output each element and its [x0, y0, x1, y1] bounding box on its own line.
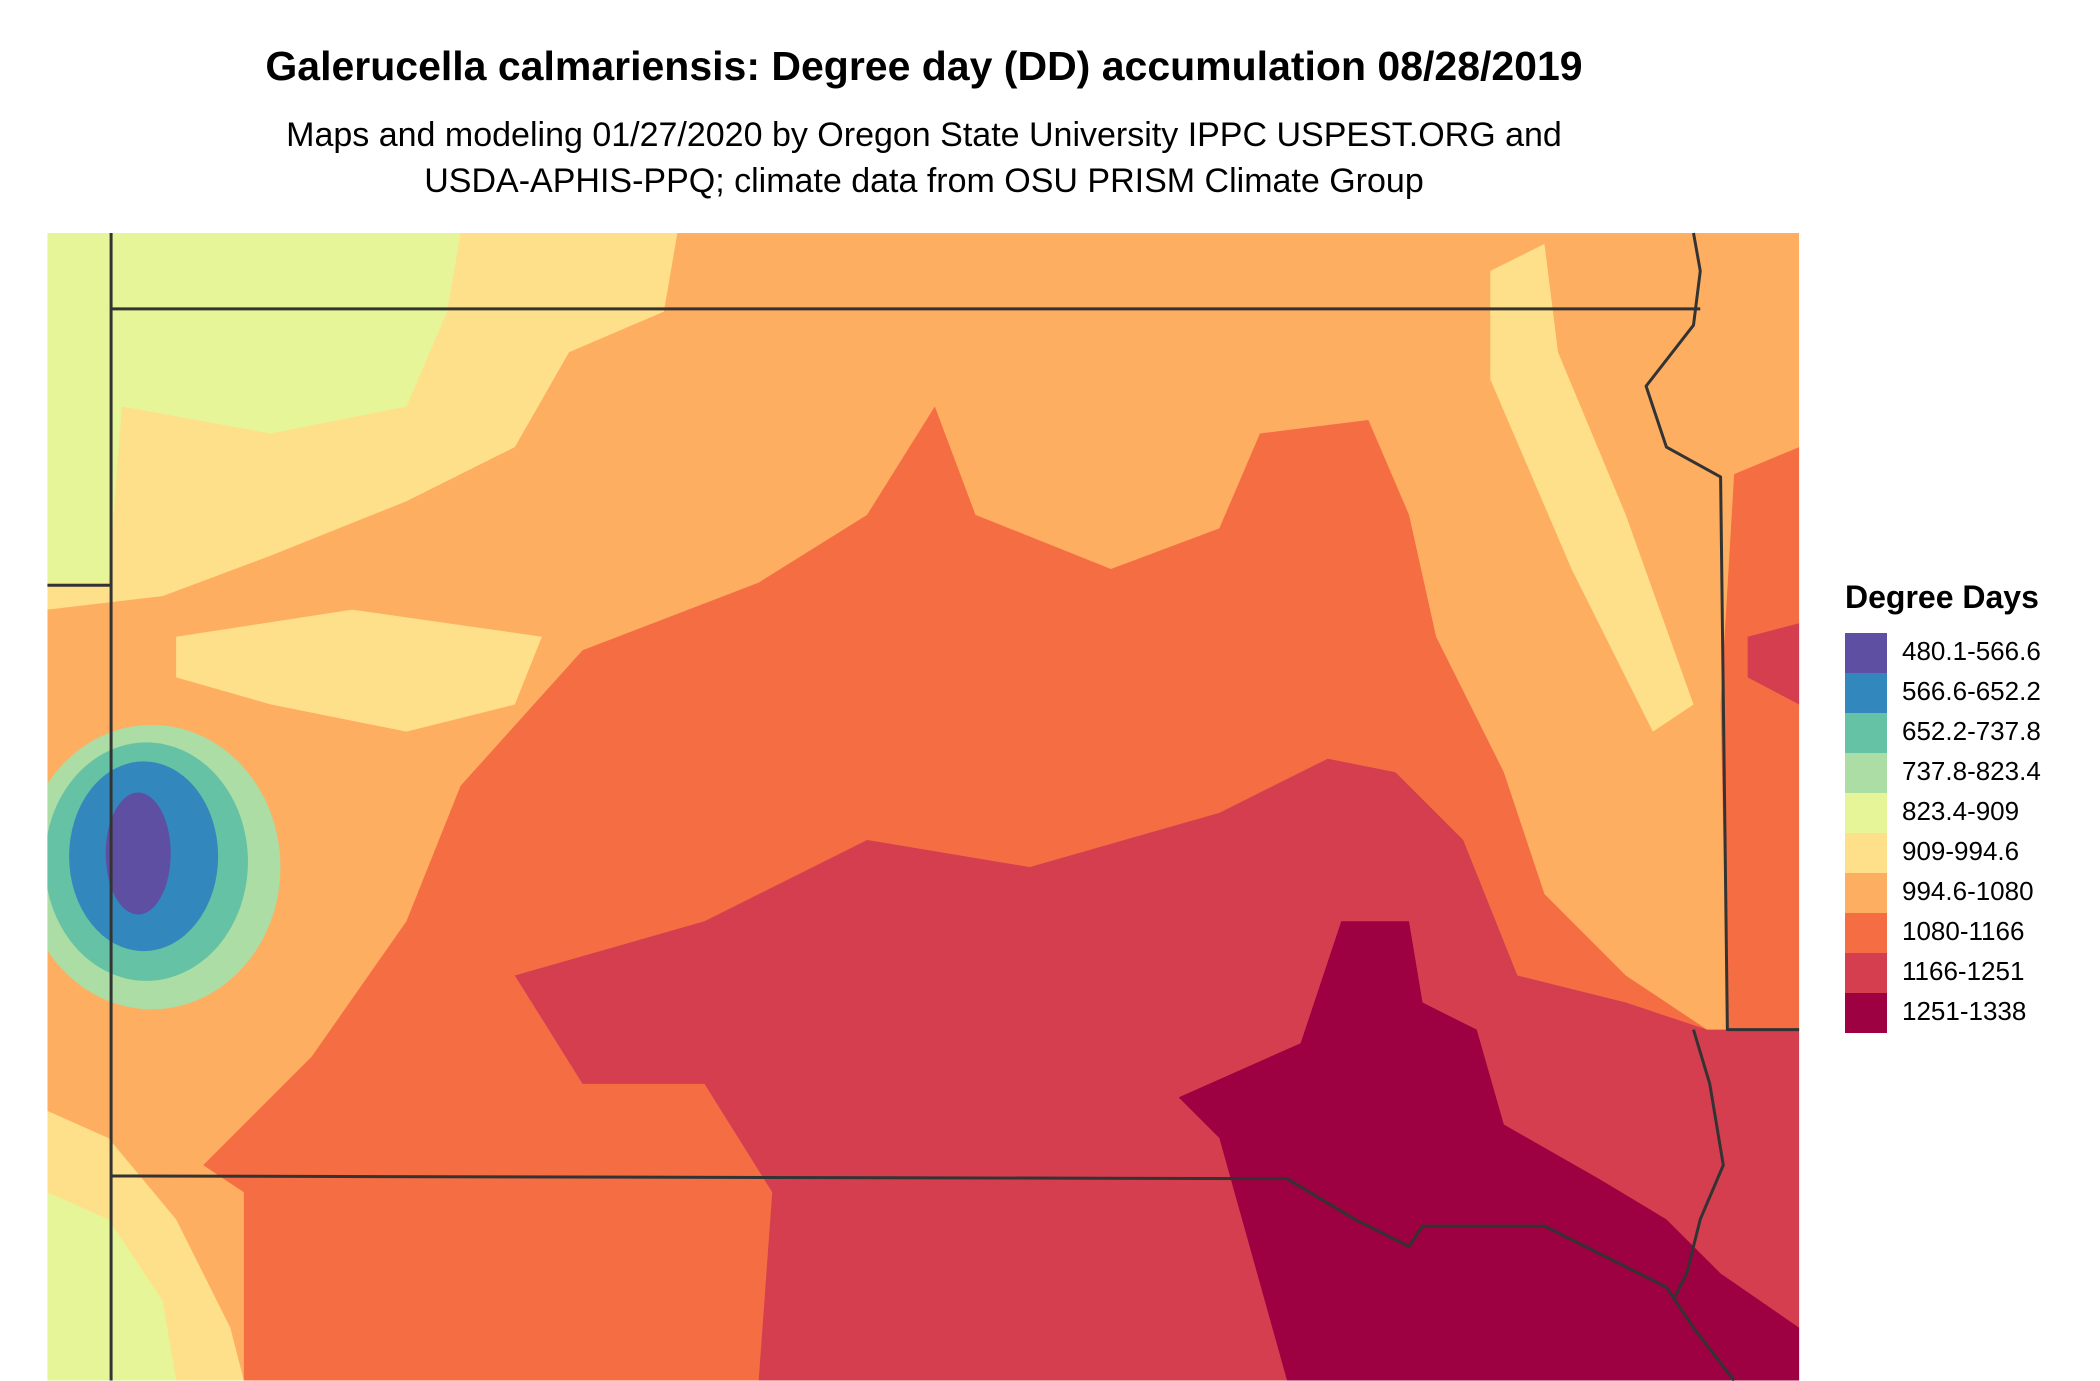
legend-label: 480.1-566.6 [1902, 636, 2041, 666]
state-border [1671, 1029, 1725, 1302]
map-subtitle: USDA-APHIS-PPQ; climate data from OSU PR… [424, 162, 1423, 200]
zone [1490, 243, 1694, 732]
state-border [111, 1174, 1736, 1381]
zone [1720, 447, 1800, 1030]
zone [1747, 623, 1800, 705]
legend-swatch [1845, 993, 1887, 1033]
legend-swatch [1845, 673, 1887, 713]
legend-swatch [1845, 633, 1887, 673]
map [47, 232, 1800, 1381]
legend-swatch [1845, 713, 1887, 753]
legend-label: 1080-1166 [1902, 916, 2024, 946]
legend-label: 566.6-652.2 [1902, 676, 2041, 706]
state-border [1644, 232, 1800, 1032]
legend-label: 652.2-737.8 [1902, 716, 2041, 746]
zone [1178, 921, 1800, 1381]
legend-swatch [1845, 753, 1887, 793]
map-title: Galerucella calmariensis: Degree day (DD… [265, 43, 1582, 89]
legend-label: 1166-1251 [1902, 956, 2024, 986]
legend: 480.1-566.6 566.6-652.2 652.2-737.8 737.8-8… [1845, 633, 2041, 1033]
zone [105, 792, 171, 915]
legend-label: 909-994.6 [1902, 836, 2019, 866]
legend-title: Degree Days [1845, 579, 2039, 615]
legend-label: 1251-1338 [1902, 996, 2026, 1026]
zone [176, 609, 542, 732]
legend-swatch [1845, 833, 1887, 873]
map-raster [47, 233, 1800, 1381]
legend-swatch [1845, 953, 1887, 993]
legend-label: 994.6-1080 [1902, 876, 2034, 906]
legend-swatch [1845, 793, 1887, 833]
zone [47, 233, 461, 583]
map-subtitle: Maps and modeling 01/27/2020 by Oregon S… [286, 116, 1562, 154]
legend-label: 737.8-823.4 [1902, 756, 2041, 786]
legend-swatch [1845, 913, 1887, 953]
legend-swatch [1845, 873, 1887, 913]
legend-label: 823.4-909 [1902, 796, 2019, 826]
